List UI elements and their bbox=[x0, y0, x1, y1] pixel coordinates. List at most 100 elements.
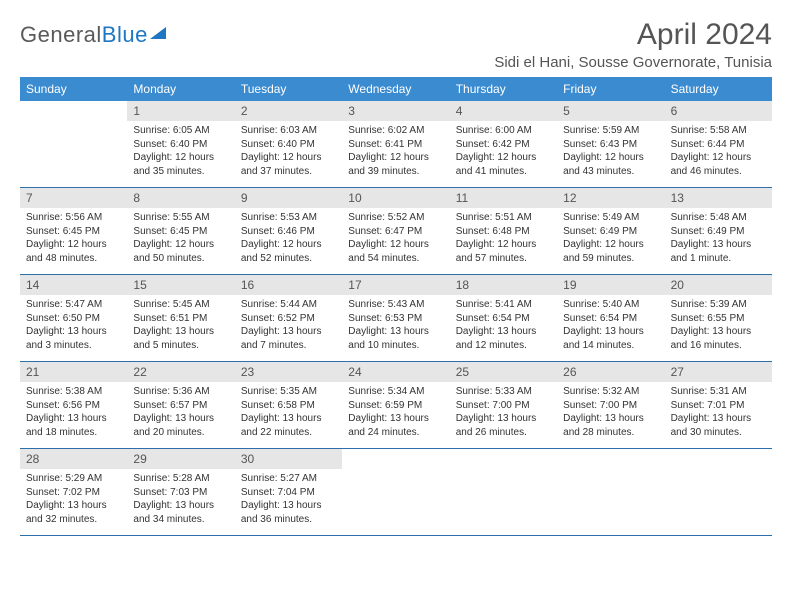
sunset-line: Sunset: 6:45 PM bbox=[26, 225, 121, 239]
sunset-line: Sunset: 7:01 PM bbox=[671, 399, 766, 413]
sunset-line: Sunset: 6:55 PM bbox=[671, 312, 766, 326]
day-number: 15 bbox=[127, 275, 234, 295]
daylight-line: and 59 minutes. bbox=[563, 252, 658, 266]
calendar-day: 16Sunrise: 5:44 AMSunset: 6:52 PMDayligh… bbox=[235, 275, 342, 361]
daylight-line: and 16 minutes. bbox=[671, 339, 766, 353]
day-number: 20 bbox=[665, 275, 772, 295]
daylight-line: and 5 minutes. bbox=[133, 339, 228, 353]
calendar-day: 17Sunrise: 5:43 AMSunset: 6:53 PMDayligh… bbox=[342, 275, 449, 361]
weekday-header: Monday bbox=[127, 77, 234, 101]
sunset-line: Sunset: 6:42 PM bbox=[456, 138, 551, 152]
calendar-day: 21Sunrise: 5:38 AMSunset: 6:56 PMDayligh… bbox=[20, 362, 127, 448]
sunrise-line: Sunrise: 5:49 AM bbox=[563, 211, 658, 225]
calendar-day: 20Sunrise: 5:39 AMSunset: 6:55 PMDayligh… bbox=[665, 275, 772, 361]
daylight-line: Daylight: 12 hours bbox=[563, 151, 658, 165]
logo-text: GeneralBlue bbox=[20, 22, 148, 48]
sunset-line: Sunset: 6:44 PM bbox=[671, 138, 766, 152]
daylight-line: and 37 minutes. bbox=[241, 165, 336, 179]
sunset-line: Sunset: 6:51 PM bbox=[133, 312, 228, 326]
daylight-line: Daylight: 13 hours bbox=[348, 325, 443, 339]
calendar-day: 27Sunrise: 5:31 AMSunset: 7:01 PMDayligh… bbox=[665, 362, 772, 448]
sunrise-line: Sunrise: 5:45 AM bbox=[133, 298, 228, 312]
daylight-line: and 43 minutes. bbox=[563, 165, 658, 179]
daylight-line: and 57 minutes. bbox=[456, 252, 551, 266]
sunrise-line: Sunrise: 5:34 AM bbox=[348, 385, 443, 399]
sunrise-line: Sunrise: 5:36 AM bbox=[133, 385, 228, 399]
sunrise-line: Sunrise: 5:43 AM bbox=[348, 298, 443, 312]
calendar-day: 15Sunrise: 5:45 AMSunset: 6:51 PMDayligh… bbox=[127, 275, 234, 361]
sunrise-line: Sunrise: 5:59 AM bbox=[563, 124, 658, 138]
calendar-day: 14Sunrise: 5:47 AMSunset: 6:50 PMDayligh… bbox=[20, 275, 127, 361]
sunrise-line: Sunrise: 5:55 AM bbox=[133, 211, 228, 225]
calendar-day: 13Sunrise: 5:48 AMSunset: 6:49 PMDayligh… bbox=[665, 188, 772, 274]
day-number: 18 bbox=[450, 275, 557, 295]
sunset-line: Sunset: 7:00 PM bbox=[456, 399, 551, 413]
sunrise-line: Sunrise: 5:51 AM bbox=[456, 211, 551, 225]
calendar: Sunday Monday Tuesday Wednesday Thursday… bbox=[20, 77, 772, 536]
weekday-header: Sunday bbox=[20, 77, 127, 101]
title-block: April 2024 Sidi el Hani, Sousse Governor… bbox=[494, 18, 772, 71]
calendar-day: 10Sunrise: 5:52 AMSunset: 6:47 PMDayligh… bbox=[342, 188, 449, 274]
daylight-line: Daylight: 12 hours bbox=[133, 151, 228, 165]
day-number: 1 bbox=[127, 101, 234, 121]
day-number: 16 bbox=[235, 275, 342, 295]
daylight-line: and 46 minutes. bbox=[671, 165, 766, 179]
daylight-line: and 3 minutes. bbox=[26, 339, 121, 353]
sunset-line: Sunset: 6:43 PM bbox=[563, 138, 658, 152]
weekday-header: Friday bbox=[557, 77, 664, 101]
day-number: 24 bbox=[342, 362, 449, 382]
daylight-line: and 48 minutes. bbox=[26, 252, 121, 266]
calendar-day: 30Sunrise: 5:27 AMSunset: 7:04 PMDayligh… bbox=[235, 449, 342, 535]
daylight-line: and 34 minutes. bbox=[133, 513, 228, 527]
sunrise-line: Sunrise: 5:47 AM bbox=[26, 298, 121, 312]
daylight-line: and 32 minutes. bbox=[26, 513, 121, 527]
daylight-line: Daylight: 13 hours bbox=[241, 412, 336, 426]
daylight-line: Daylight: 12 hours bbox=[241, 151, 336, 165]
calendar-day: 4Sunrise: 6:00 AMSunset: 6:42 PMDaylight… bbox=[450, 101, 557, 187]
day-number: 22 bbox=[127, 362, 234, 382]
day-number: 25 bbox=[450, 362, 557, 382]
daylight-line: and 26 minutes. bbox=[456, 426, 551, 440]
daylight-line: and 54 minutes. bbox=[348, 252, 443, 266]
sunrise-line: Sunrise: 6:03 AM bbox=[241, 124, 336, 138]
daylight-line: Daylight: 12 hours bbox=[671, 151, 766, 165]
sunrise-line: Sunrise: 6:00 AM bbox=[456, 124, 551, 138]
daylight-line: Daylight: 13 hours bbox=[241, 499, 336, 513]
sunrise-line: Sunrise: 5:28 AM bbox=[133, 472, 228, 486]
daylight-line: and 41 minutes. bbox=[456, 165, 551, 179]
sunset-line: Sunset: 6:54 PM bbox=[563, 312, 658, 326]
month-title: April 2024 bbox=[494, 18, 772, 52]
day-number: 10 bbox=[342, 188, 449, 208]
day-number: 17 bbox=[342, 275, 449, 295]
daylight-line: Daylight: 13 hours bbox=[26, 499, 121, 513]
calendar-day: 1Sunrise: 6:05 AMSunset: 6:40 PMDaylight… bbox=[127, 101, 234, 187]
sunrise-line: Sunrise: 5:29 AM bbox=[26, 472, 121, 486]
logo-text-general: General bbox=[20, 22, 102, 47]
daylight-line: Daylight: 13 hours bbox=[133, 412, 228, 426]
sunrise-line: Sunrise: 5:38 AM bbox=[26, 385, 121, 399]
daylight-line: Daylight: 12 hours bbox=[563, 238, 658, 252]
weekday-header: Thursday bbox=[450, 77, 557, 101]
calendar-day: 23Sunrise: 5:35 AMSunset: 6:58 PMDayligh… bbox=[235, 362, 342, 448]
sunset-line: Sunset: 7:02 PM bbox=[26, 486, 121, 500]
sunrise-line: Sunrise: 5:31 AM bbox=[671, 385, 766, 399]
sunrise-line: Sunrise: 6:05 AM bbox=[133, 124, 228, 138]
daylight-line: and 20 minutes. bbox=[133, 426, 228, 440]
calendar-day: 6Sunrise: 5:58 AMSunset: 6:44 PMDaylight… bbox=[665, 101, 772, 187]
sunset-line: Sunset: 6:57 PM bbox=[133, 399, 228, 413]
calendar-week: 1Sunrise: 6:05 AMSunset: 6:40 PMDaylight… bbox=[20, 101, 772, 188]
calendar-day: 12Sunrise: 5:49 AMSunset: 6:49 PMDayligh… bbox=[557, 188, 664, 274]
calendar-week: 7Sunrise: 5:56 AMSunset: 6:45 PMDaylight… bbox=[20, 188, 772, 275]
logo: GeneralBlue bbox=[20, 22, 166, 48]
calendar-day: 25Sunrise: 5:33 AMSunset: 7:00 PMDayligh… bbox=[450, 362, 557, 448]
sunrise-line: Sunrise: 5:39 AM bbox=[671, 298, 766, 312]
sunset-line: Sunset: 6:56 PM bbox=[26, 399, 121, 413]
calendar-week: 21Sunrise: 5:38 AMSunset: 6:56 PMDayligh… bbox=[20, 362, 772, 449]
daylight-line: and 7 minutes. bbox=[241, 339, 336, 353]
calendar-day bbox=[665, 449, 772, 535]
weekday-header: Saturday bbox=[665, 77, 772, 101]
daylight-line: Daylight: 12 hours bbox=[133, 238, 228, 252]
daylight-line: and 52 minutes. bbox=[241, 252, 336, 266]
sunrise-line: Sunrise: 5:41 AM bbox=[456, 298, 551, 312]
sunrise-line: Sunrise: 6:02 AM bbox=[348, 124, 443, 138]
